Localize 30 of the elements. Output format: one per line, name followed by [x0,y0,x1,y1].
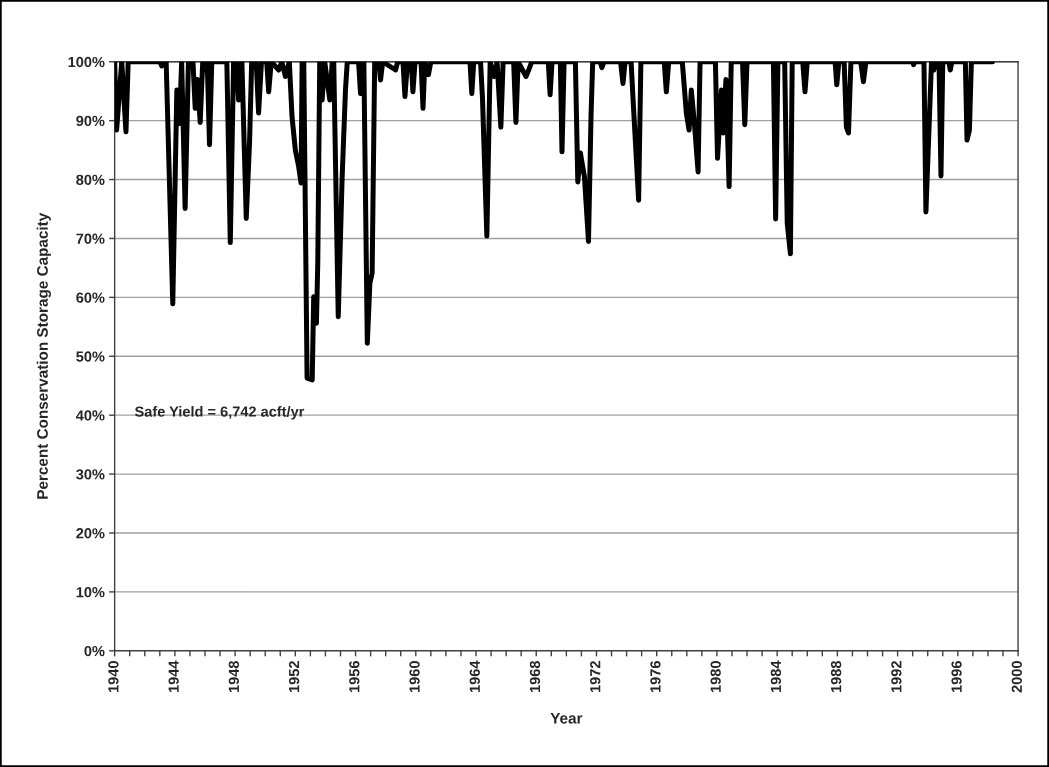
y-tick-label: 70% [76,233,105,244]
y-tick-label: 0% [84,645,105,657]
x-tick-label: 1992 [891,661,902,693]
x-tick-label: 1988 [830,660,842,693]
y-tick-label: 30% [76,469,105,480]
y-tick-label: 90% [76,115,105,127]
x-tick-label: 1952 [288,661,300,693]
x-tick-label: 1948 [228,660,240,693]
x-tick-label: 1984 [770,660,782,693]
x-tick-label: 1976 [650,661,661,693]
x-tick-label: 1964 [469,660,480,693]
y-tick-label: 60% [76,292,105,303]
x-tick-label: 1972 [590,661,601,693]
x-tick-label: 1944 [168,660,179,693]
y-tick-label: 50% [76,351,105,362]
y-tick-label: 20% [76,528,105,539]
y-tick-label: 40% [75,410,105,421]
x-tick-label: 1956 [349,661,360,693]
x-tick-label: 1968 [529,660,541,693]
y-axis-title: Percent Conservation Storage Capacity [36,212,51,499]
x-tick-label: 2000 [1011,661,1022,693]
y-tick-label: 100% [68,56,105,68]
x-axis-title: Year [550,712,583,724]
x-tick-label: 1980 [710,661,721,693]
y-tick-label: 80% [76,174,105,185]
x-tick-label: 1996 [951,661,962,693]
y-tick-label: 10% [76,586,105,598]
x-tick-label: 1940 [108,661,119,693]
annotation: Safe Yield = 6,742 acft/yr [134,406,305,420]
x-tick-label: 1960 [409,661,420,693]
